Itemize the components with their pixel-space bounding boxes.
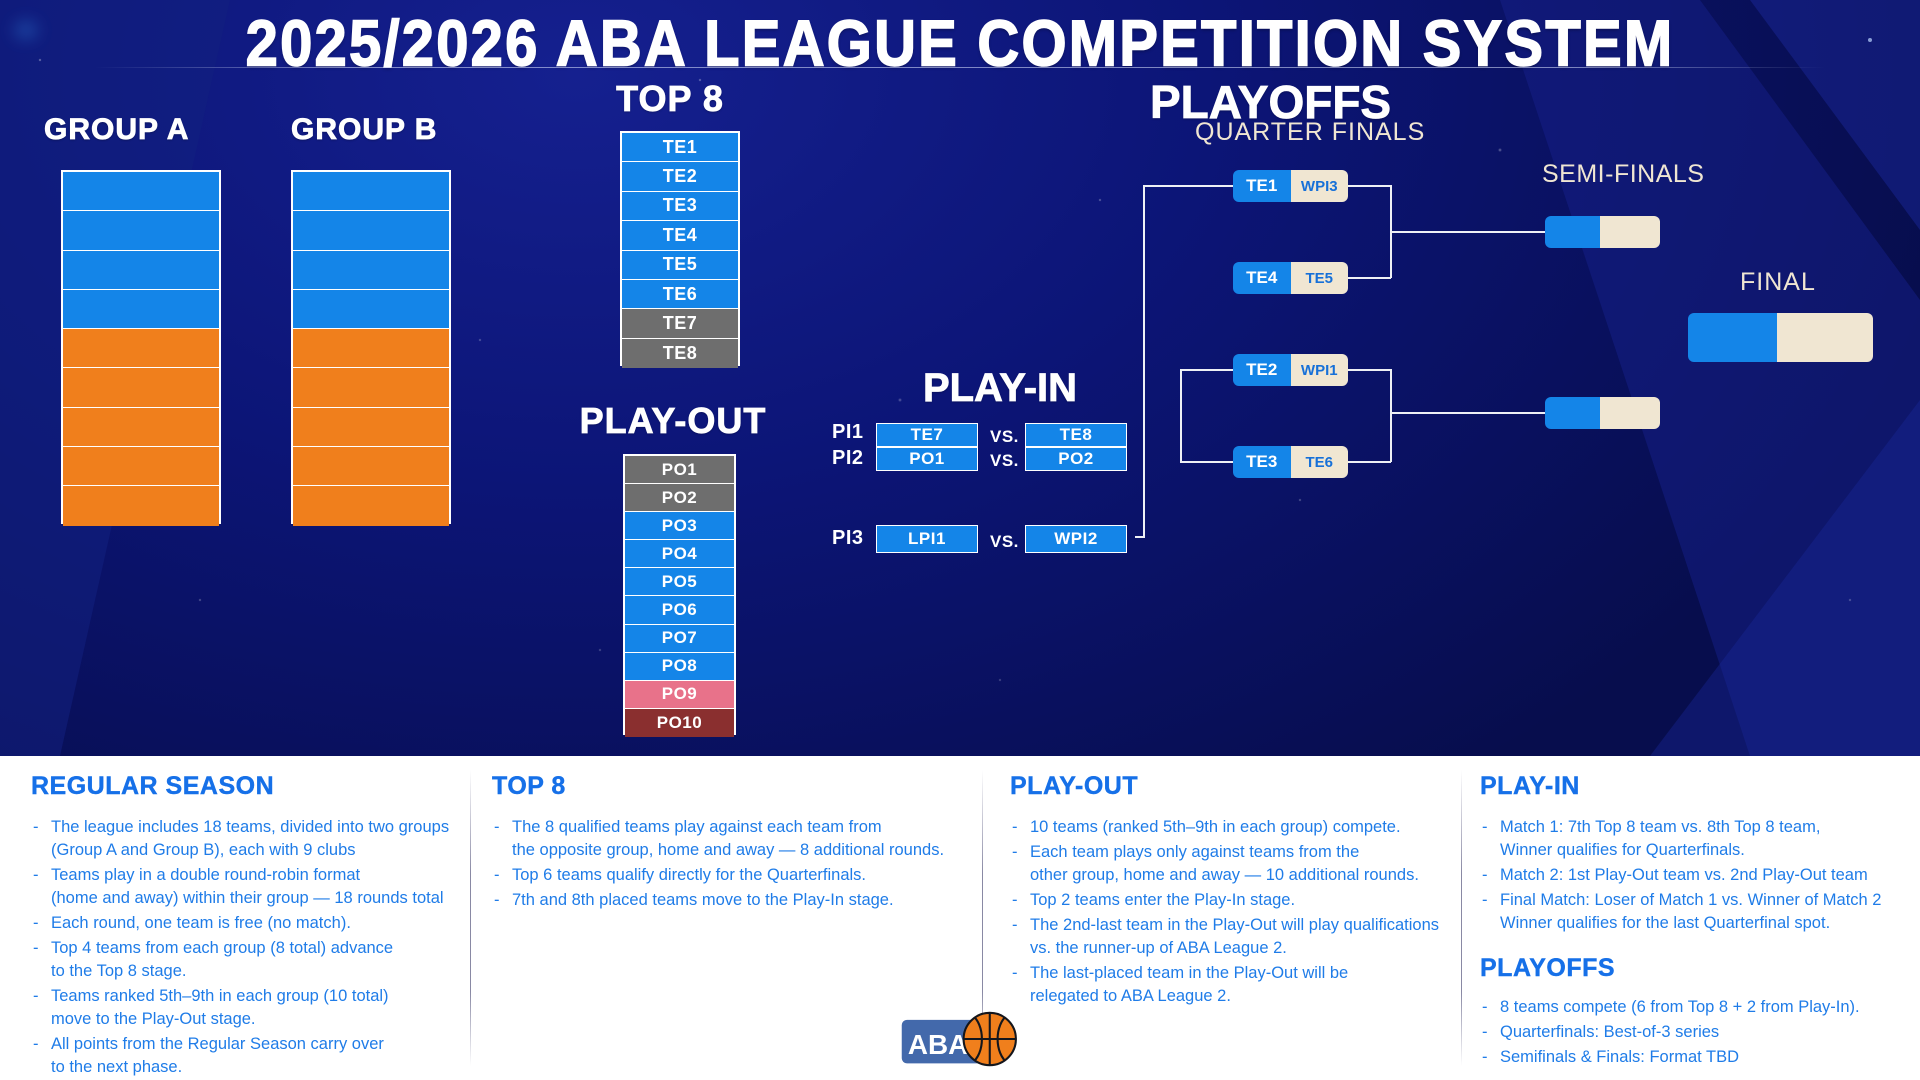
svg-text:ABA: ABA — [908, 1029, 968, 1060]
